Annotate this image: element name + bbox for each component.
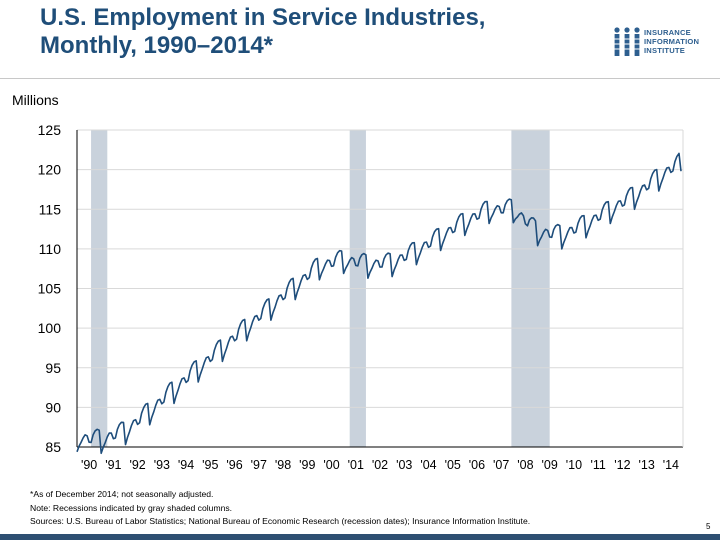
x-tick-label-2011: '11: [590, 458, 605, 472]
x-tick-label-1995: '95: [202, 458, 218, 472]
y-tick-label-85: 85: [45, 439, 61, 455]
x-tick-label-1998: '98: [275, 458, 291, 472]
x-tick-label-2012: '12: [614, 458, 630, 472]
y-tick-label-100: 100: [38, 320, 62, 336]
y-tick-label-125: 125: [38, 122, 62, 138]
y-tick-label-90: 90: [45, 399, 61, 415]
y-tick-label-115: 115: [39, 201, 62, 217]
x-tick-label-2003: '03: [396, 458, 412, 472]
x-tick-label-2004: '04: [420, 458, 436, 472]
x-tick-label-2009: '09: [542, 458, 558, 472]
x-tick-label-2006: '06: [469, 458, 485, 472]
footnote-recessions: Note: Recessions indicated by gray shade…: [30, 502, 233, 513]
y-tick-label-95: 95: [45, 360, 61, 376]
logo-wordmark: INSURANCE INFORMATION INSTITUTE: [644, 28, 699, 56]
x-tick-label-2014: '14: [663, 458, 679, 472]
y-tick-label-110: 110: [39, 241, 62, 257]
x-tick-label-1996: '96: [226, 458, 242, 472]
x-tick-label-2013: '13: [638, 458, 654, 472]
x-tick-label-2010: '10: [566, 458, 582, 472]
y-tick-label-120: 120: [38, 162, 62, 178]
page-number: 5: [706, 522, 711, 531]
footnote-sources: Sources: U.S. Bureau of Labor Statistics…: [30, 516, 531, 526]
employment-line-chart: 85 90 95 100 105 110 115 120 125 '90 '91 '92 '93 '94 '…: [38, 122, 684, 472]
chart-title-line-2: Monthly, 1990–2014*: [40, 32, 274, 59]
x-tick-label-1997: '97: [251, 458, 267, 472]
x-tick-label-1990: '90: [81, 458, 97, 472]
x-tick-label-1999: '99: [299, 458, 315, 472]
x-tick-label-1994: '94: [178, 458, 194, 472]
chart-title-line-1: U.S. Employment in Service Industries,: [40, 4, 486, 31]
x-tick-label-1991: '91: [105, 458, 121, 472]
series-line-service-employment: [76, 152, 682, 455]
x-tick-label-1992: '92: [129, 458, 145, 472]
y-tick-label-105: 105: [38, 281, 62, 297]
x-tick-label-2000: '00: [323, 458, 339, 472]
x-tick-label-1993: '93: [154, 458, 170, 472]
x-tick-label-2008: '08: [517, 458, 533, 472]
x-tick-label-2005: '05: [445, 458, 461, 472]
header-divider: [0, 78, 720, 79]
logo-line-2: INFORMATION: [644, 37, 700, 47]
insurance-information-institute-logo: INSURANCE INFORMATION INSTITUTE: [612, 24, 712, 62]
y-axis-unit-label: Millions: [12, 92, 59, 108]
iii-logo-icon: [614, 27, 640, 56]
footnotes: *As of December 2014; not seasonally adj…: [30, 488, 680, 529]
logo-line-3: INSTITUTE: [644, 46, 686, 56]
x-tick-label-2002: '02: [372, 458, 388, 472]
bottom-accent-bar: [0, 534, 720, 540]
footnote-as-of: *As of December 2014; not seasonally adj…: [30, 489, 214, 499]
x-tick-label-2001: '01: [348, 458, 364, 472]
logo-line-1: INSURANCE: [644, 28, 691, 37]
x-tick-label-2007: '07: [493, 458, 509, 472]
chart-title: U.S. Employment in Service Industries, M…: [40, 4, 600, 60]
